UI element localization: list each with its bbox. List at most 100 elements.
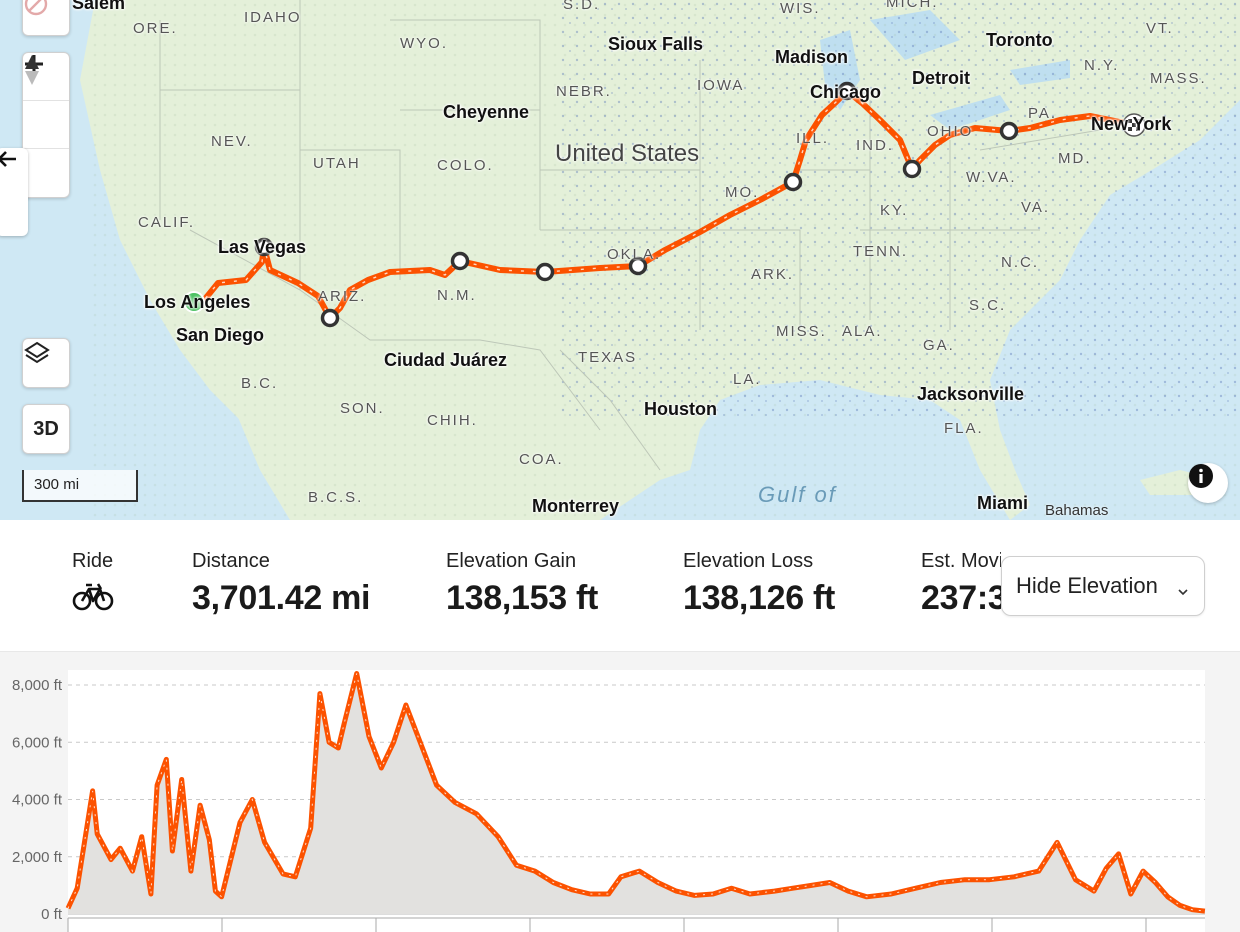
moving-time-stat: Est. Moving Time 237:33 — [921, 550, 1001, 618]
state-label: ALA. — [842, 323, 883, 340]
state-label: VT. — [1146, 20, 1174, 37]
waypoint-marker[interactable] — [783, 172, 803, 192]
city-label: Toronto — [986, 30, 1053, 50]
stat-value: 138,126 ft — [683, 579, 835, 617]
state-label: KY. — [880, 202, 909, 219]
start-marker[interactable] — [183, 291, 205, 313]
elevation-gain-stat: Elevation Gain 138,153 ft — [446, 550, 598, 618]
map-layers-button[interactable] — [22, 338, 70, 388]
state-label: S.C. — [969, 297, 1007, 314]
state-label: MICH. — [886, 0, 939, 11]
route-direction-dashes — [193, 90, 1135, 320]
waypoint-marker[interactable] — [999, 121, 1019, 141]
city-label: Monterrey — [532, 496, 620, 516]
map-info-button[interactable] — [1188, 463, 1228, 503]
waypoint-marker[interactable] — [837, 81, 857, 101]
state-label: MO. — [725, 184, 760, 201]
state-label: MISS. — [776, 323, 827, 340]
city-label: New York — [1091, 114, 1172, 134]
state-label: COA. — [519, 451, 564, 468]
bike-icon — [72, 581, 114, 616]
map-view[interactable]: United States Gulf of ORE. IDAHO WYO. S.… — [0, 0, 1240, 520]
state-label: MASS. — [1150, 70, 1207, 87]
collapse-panel-button[interactable] — [0, 148, 28, 236]
city-label: Houston — [644, 399, 717, 419]
city-label: Detroit — [912, 68, 970, 88]
zoom-out-button[interactable] — [23, 62, 69, 149]
elevation-line-highlight — [67, 673, 1205, 912]
waypoint-marker[interactable] — [628, 256, 648, 276]
waypoint-marker[interactable] — [902, 159, 922, 179]
y-tick-label: 2,000 ft — [12, 849, 63, 866]
state-label: IND. — [856, 137, 894, 154]
state-label: ORE. — [133, 20, 178, 37]
elevation-profile[interactable]: 0 ft 2,000 ft 4,000 ft 6,000 ft 8,000 ft — [0, 652, 1240, 932]
state-label: WYO. — [400, 35, 448, 52]
compass-button[interactable] — [23, 55, 69, 197]
elevation-loss-stat: Elevation Loss 138,126 ft — [683, 550, 835, 618]
state-label: MD. — [1058, 150, 1092, 167]
state-label: ILL. — [796, 130, 830, 147]
zoom-controls — [22, 52, 70, 198]
state-label: ARIZ. — [318, 288, 367, 305]
y-tick-label: 6,000 ft — [12, 734, 63, 751]
city-label: Jacksonville — [917, 384, 1025, 404]
state-label: IDAHO — [244, 9, 302, 26]
state-label: LA. — [733, 371, 762, 388]
state-label: CALIF. — [138, 214, 196, 231]
state-label: WIS. — [780, 0, 821, 17]
city-label: Miami — [977, 493, 1029, 513]
activity-type[interactable]: Ride — [72, 550, 114, 616]
map-basemap — [80, 0, 1240, 520]
stat-value: 138,153 ft — [446, 579, 598, 617]
state-label: VA. — [1021, 199, 1051, 216]
stat-label: Elevation Gain — [446, 550, 577, 572]
y-tick-label: 4,000 ft — [12, 792, 63, 809]
state-borders — [159, 0, 1101, 471]
y-tick-label: 8,000 ft — [12, 677, 63, 694]
state-label: CHIH. — [427, 412, 478, 429]
distance-stat: Distance 3,701.42 mi — [192, 550, 370, 618]
elevation-chart[interactable]: 0 ft 2,000 ft 4,000 ft 6,000 ft 8,000 ft — [0, 652, 1240, 932]
state-label: SON. — [340, 400, 385, 417]
city-label: Las Vegas — [218, 237, 307, 257]
state-label: ARK. — [751, 266, 795, 283]
city-label: Los Angeles — [144, 292, 251, 312]
chevron-down-icon — [1176, 579, 1190, 605]
state-label: B.C. — [241, 375, 279, 392]
state-label: NEV. — [211, 133, 253, 150]
waypoint-marker[interactable] — [450, 251, 470, 271]
state-label: GA. — [923, 337, 955, 354]
state-label: OKLA. — [607, 246, 662, 263]
waypoint-marker[interactable] — [254, 237, 274, 257]
state-label: PA. — [1028, 105, 1058, 122]
route-toggle-button[interactable] — [22, 0, 70, 36]
waypoint-marker[interactable] — [535, 262, 555, 282]
state-label: TENN. — [853, 243, 908, 260]
y-tick-label: 0 ft — [41, 906, 63, 923]
city-label: Cheyenne — [443, 102, 530, 122]
state-label: N.M. — [437, 287, 477, 304]
state-label: N.C. — [1001, 254, 1039, 271]
place-label: Bahamas — [1045, 502, 1109, 519]
scale-bar: 300 mi — [22, 470, 138, 502]
hide-elevation-label: Hide Elevation — [1016, 573, 1158, 598]
state-label: OHIO — [927, 123, 974, 140]
city-label: Ciudad Juárez — [384, 350, 508, 370]
activity-label: Ride — [72, 550, 114, 572]
finish-flag-icon[interactable] — [1122, 113, 1146, 137]
state-label: W.VA. — [966, 169, 1017, 186]
hide-elevation-dropdown[interactable]: Hide Elevation — [1001, 556, 1205, 616]
state-label: N.Y. — [1084, 57, 1120, 74]
state-label: IOWA — [697, 77, 745, 94]
country-label: United States — [555, 140, 700, 167]
waypoint-marker[interactable] — [320, 308, 340, 328]
state-label: TEXAS — [578, 349, 638, 366]
route-waypoints — [254, 81, 1019, 328]
elevation-area — [68, 673, 1205, 914]
city-label: San Diego — [176, 325, 265, 345]
city-label: Chicago — [810, 82, 882, 102]
3d-toggle-button[interactable]: 3D — [22, 404, 70, 454]
city-label: Madison — [775, 47, 849, 67]
